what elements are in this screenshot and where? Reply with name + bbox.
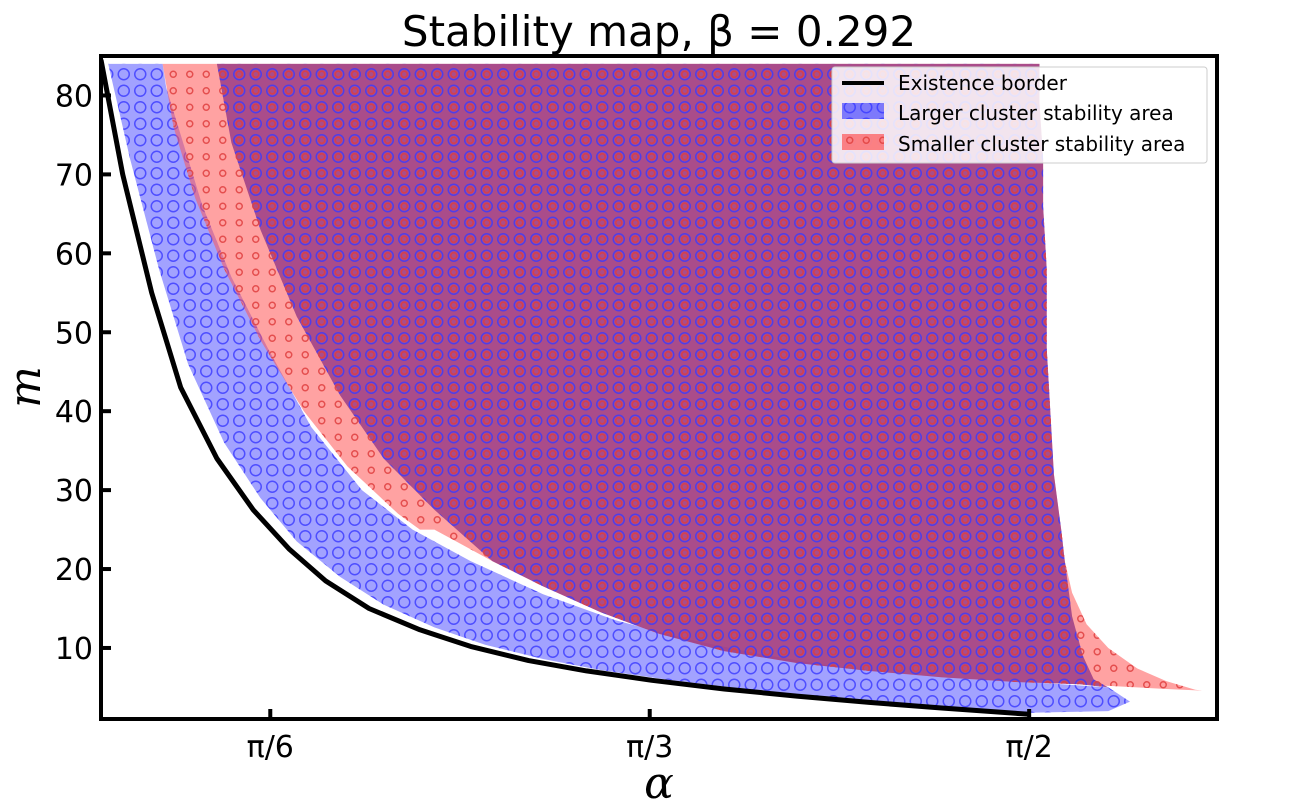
area-overlap <box>216 63 1109 688</box>
larger-cluster-area-hatch <box>108 63 1130 713</box>
legend-item-existence-border: Existence border <box>842 71 1068 95</box>
legend-item-larger-cluster: Larger cluster stability area <box>842 101 1174 125</box>
y-tick-label: 70 <box>55 158 93 193</box>
y-axis-label: m <box>0 366 51 408</box>
x-tick-label: π/6 <box>247 730 294 765</box>
y-tick-label: 80 <box>55 79 93 114</box>
legend-label: Existence border <box>898 71 1068 95</box>
legend-label: Larger cluster stability area <box>898 101 1174 125</box>
y-tick-label: 20 <box>55 553 93 588</box>
area-larger-cluster <box>108 63 1130 713</box>
y-tick-label: 10 <box>55 632 93 667</box>
chart-title: Stability map, β = 0.292 <box>402 7 916 56</box>
overlap-area-hatch-small <box>216 63 1109 688</box>
legend-area-swatch-hatch <box>842 103 884 119</box>
y-axis-ticks: 10 20 30 40 50 60 70 80 <box>55 79 111 667</box>
legend-area-swatch-hatch <box>842 134 884 150</box>
x-tick-label: π/2 <box>1006 730 1053 765</box>
legend: Existence border Larger cluster stabilit… <box>831 66 1208 164</box>
x-axis-label: α <box>644 758 674 807</box>
legend-box <box>831 66 1208 164</box>
plot-frame <box>99 54 1219 721</box>
y-tick-label: 30 <box>55 474 93 509</box>
y-tick-label: 40 <box>55 395 93 430</box>
legend-item-smaller-cluster: Smaller cluster stability area <box>842 132 1185 156</box>
x-tick-label: π/3 <box>626 730 673 765</box>
existence-border-line <box>101 59 1030 717</box>
legend-label: Smaller cluster stability area <box>898 132 1185 156</box>
y-tick-label: 60 <box>55 237 93 272</box>
x-axis-ticks: π/6 π/3 π/2 <box>247 709 1053 765</box>
y-tick-label: 50 <box>55 316 93 351</box>
plot-area <box>101 59 1203 717</box>
